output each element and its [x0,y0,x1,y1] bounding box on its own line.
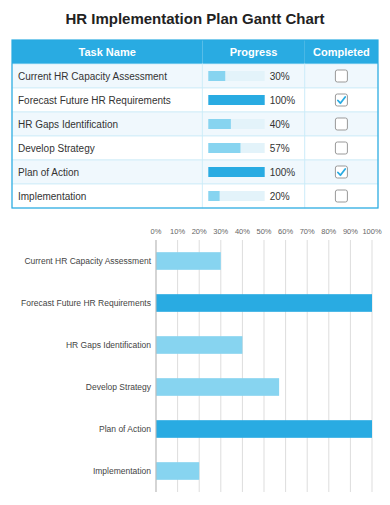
checkbox [335,142,347,154]
task-name: Develop Strategy [18,143,95,154]
table-cell [12,88,202,112]
header-cell [305,40,378,64]
grid-line [285,240,286,492]
x-tick-label: 80% [321,227,336,236]
x-tick-label: 50% [256,227,271,236]
checkbox [335,70,347,82]
table-border [12,40,378,208]
y-tick-label: HR Gaps Identification [66,340,151,350]
page: HR Implementation Plan Gantt Chart Task N… [0,0,390,505]
x-tick-label: 20% [192,227,207,236]
x-tick-label: 10% [170,227,185,236]
bar [156,252,221,270]
table-cell [305,112,378,136]
grid-line [242,240,243,492]
table-cell [12,160,202,184]
table-cell [12,112,202,136]
progress-fill [208,71,225,81]
title: HR Implementation Plan Gantt Chart [65,10,324,27]
table: Task Name Progress Completed Current HR Cap… [12,40,378,208]
table-cell [12,136,202,160]
grid-line [307,240,308,492]
bars [156,252,372,480]
bar [156,294,372,312]
table-cell [305,136,378,160]
progress-fill [208,95,264,105]
bar [156,336,242,354]
check-mark [338,169,345,175]
table-cell [12,184,202,208]
grid-line [177,240,178,492]
task-name: HR Gaps Identification [18,119,118,130]
x-tick-label: 100% [362,227,382,236]
grid-line [199,240,200,492]
grid-line [372,240,373,492]
task-name: Implementation [18,191,86,202]
x-tick-label: 60% [278,227,293,236]
progress-label: 20% [270,191,290,202]
table-cell [202,88,304,112]
grid-line [328,240,329,492]
y-tick-label: Current HR Capacity Assessment [24,256,151,266]
progress-fill [208,167,264,177]
table-cell [305,184,378,208]
header-text: Task Name [79,46,136,58]
progress-fill [208,143,240,153]
x-tick-label: 70% [300,227,315,236]
check-mark [338,97,345,103]
grid-line [156,240,157,492]
checkbox [335,118,347,130]
progress-track [208,95,264,105]
progress-track [208,191,264,201]
task-name: Forecast Future HR Requirements [18,95,171,106]
table-cell [305,88,378,112]
header-cell [12,40,202,64]
table-cell [202,184,304,208]
progress-track [208,167,264,177]
y-axis-line [156,240,157,492]
table-cell [202,112,304,136]
task-name: Current HR Capacity Assessment [18,71,167,82]
header-text: Progress [230,46,278,58]
progress-label: 100% [270,167,296,178]
progress-label: 40% [270,119,290,130]
bar [156,420,372,438]
table-cell [202,64,304,88]
y-tick-label: Implementation [93,466,151,476]
table-cell [202,160,304,184]
bar [156,378,279,396]
progress-fill [208,191,219,201]
x-tick-label: 90% [343,227,358,236]
header-cell [202,40,304,64]
progress-track [208,71,264,81]
progress-label: 57% [270,143,290,154]
grid-line [264,240,265,492]
table-cell [12,64,202,88]
checkbox [335,166,347,178]
checkbox [335,190,347,202]
progress-track [208,119,264,129]
grid-line [350,240,351,492]
gantt-chart: 0% 10% 20% 30% 40% 50% 60% 70% 80% 90% 100% Current… [21,227,382,492]
grid-line [220,240,221,492]
table-cell [305,64,378,88]
x-tick-label: 0% [151,227,162,236]
bar [156,462,199,480]
y-tick-label: Forecast Future HR Requirements [21,298,151,308]
header-text: Completed [313,46,370,58]
y-tick-label: Develop Strategy [86,382,152,392]
progress-label: 100% [270,95,296,106]
y-tick-label: Plan of Action [99,424,151,434]
table-cell [202,136,304,160]
progress-label: 30% [270,71,290,82]
x-tick-label: 30% [213,227,228,236]
progress-track [208,143,264,153]
task-name: Plan of Action [18,167,79,178]
progress-fill [208,119,231,129]
x-tick-label: 40% [235,227,250,236]
table-cell [305,160,378,184]
checkbox [335,94,347,106]
